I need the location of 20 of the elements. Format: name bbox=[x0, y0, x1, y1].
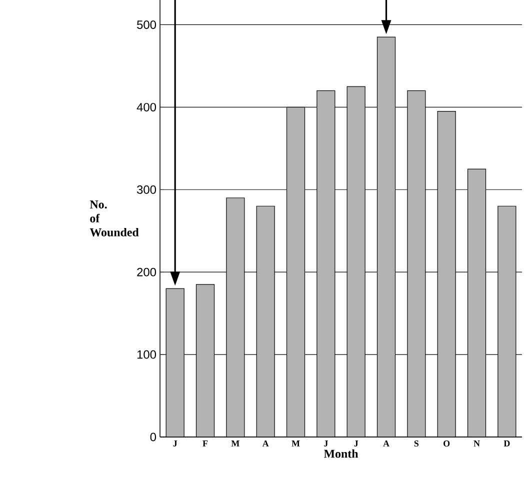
x-tick-label: M bbox=[231, 440, 240, 446]
x-tick-label: S bbox=[414, 440, 419, 447]
x-tick-label: O bbox=[444, 440, 450, 447]
y-tick-label: 300 bbox=[136, 185, 156, 194]
x-tick-label: N bbox=[474, 440, 480, 446]
y-tick-label: 200 bbox=[137, 268, 156, 276]
x-tick-label: F bbox=[202, 440, 208, 446]
y-tick-label: 400 bbox=[136, 102, 156, 112]
x-tick-label: A bbox=[262, 440, 269, 446]
x-tick-label: J bbox=[324, 440, 328, 446]
x-tick-label: D bbox=[504, 440, 510, 446]
x-tick-label: A bbox=[383, 440, 390, 446]
y-axis-title: No. of Wounded bbox=[90, 200, 139, 236]
y-tick-label: 100 bbox=[137, 350, 156, 359]
x-axis-title: Month bbox=[324, 449, 358, 458]
x-tick-label: M bbox=[292, 440, 300, 446]
y-tick-label: 500 bbox=[137, 20, 156, 29]
x-tick-label: J bbox=[354, 440, 358, 446]
y-tick-label: 0 bbox=[150, 432, 156, 442]
x-tick-label: J bbox=[173, 440, 178, 446]
